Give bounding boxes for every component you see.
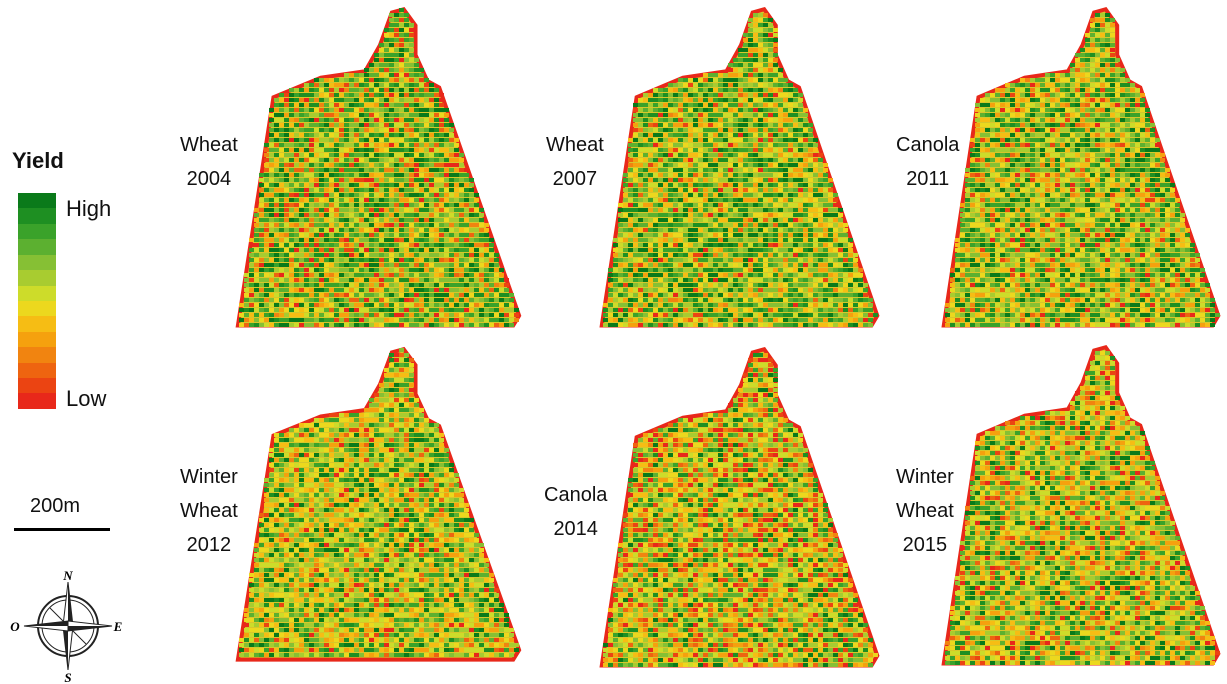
legend-swatch <box>18 193 56 209</box>
legend-swatch <box>18 331 56 348</box>
legend-swatch <box>18 285 56 301</box>
yield-map-canola-2014 <box>599 346 880 668</box>
legend-high-label: High <box>66 196 112 221</box>
panel-label-2: Wheat 2007 <box>546 134 604 190</box>
panel-label-1: Wheat 2004 <box>180 134 238 190</box>
legend-swatch <box>18 362 56 379</box>
compass-rose-icon: N S E O <box>10 568 123 684</box>
legend-low-label: Low <box>66 386 107 411</box>
legend-swatch <box>18 208 56 224</box>
panel-label-3: Canola 2011 <box>896 134 960 190</box>
legend-swatch <box>18 300 56 317</box>
legend-title: Yield <box>12 148 64 173</box>
yield-map-winter-wheat-2012 <box>235 346 522 662</box>
legend-swatch <box>18 347 56 363</box>
panel-label-6: Winter Wheat 2015 <box>896 466 954 556</box>
yield-map-canola-2011 <box>941 6 1221 328</box>
legend-swatch <box>18 270 56 286</box>
legend-swatch <box>18 378 56 394</box>
yield-cells <box>603 353 878 667</box>
scale-bar <box>14 528 110 531</box>
compass-south-label: S <box>64 670 71 684</box>
yield-cells <box>239 348 519 657</box>
panel-label-4: Winter Wheat 2012 <box>180 466 238 556</box>
yield-cells <box>239 8 519 327</box>
legend-swatch <box>18 223 56 240</box>
legend-swatch <box>18 239 56 255</box>
yield-cells <box>603 13 878 327</box>
compass-east-label: E <box>113 619 123 634</box>
yield-map-winter-wheat-2015 <box>941 344 1221 666</box>
scale-bar-label: 200m <box>30 495 81 517</box>
legend-swatch <box>18 393 56 409</box>
compass-north-label: N <box>62 568 73 583</box>
yield-cells <box>945 13 1220 327</box>
compass-west-label: O <box>10 619 20 634</box>
legend-swatch <box>18 254 56 271</box>
yield-map-wheat-2004 <box>235 6 522 328</box>
yield-map-wheat-2007 <box>599 6 880 328</box>
panel-label-5: Canola 2014 <box>544 484 608 540</box>
legend-swatch <box>18 316 56 332</box>
legend-color-ramp <box>18 193 56 409</box>
yield-cells <box>945 351 1220 665</box>
